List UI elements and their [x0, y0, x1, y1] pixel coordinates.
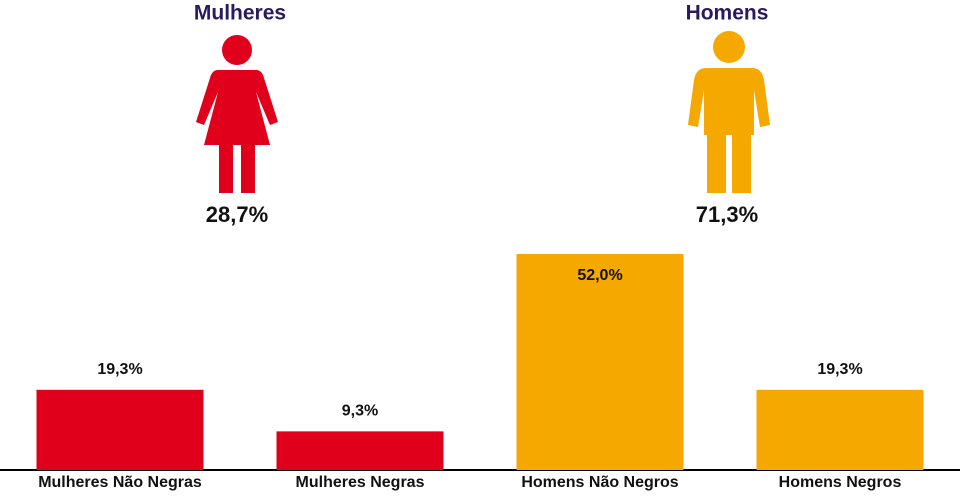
woman-icon [196, 35, 278, 193]
value-label: 52,0% [577, 267, 622, 284]
bar [276, 431, 444, 470]
bar [516, 254, 684, 470]
man-icon [688, 31, 770, 193]
group-title: Mulheres [194, 2, 286, 25]
x-tick-label: Mulheres Negras [296, 474, 425, 491]
group-percent: 71,3% [696, 202, 758, 227]
group-percent: 28,7% [206, 202, 268, 227]
value-label: 19,3% [97, 361, 142, 378]
x-tick-label: Homens Não Negros [521, 474, 678, 491]
value-label: 19,3% [817, 361, 862, 378]
x-tick-label: Mulheres Não Negras [38, 474, 202, 491]
bar [36, 389, 204, 470]
x-tick-label: Homens Negros [779, 474, 902, 491]
bar [756, 389, 924, 470]
value-label: 9,3% [342, 403, 378, 420]
group-title: Homens [686, 2, 769, 25]
